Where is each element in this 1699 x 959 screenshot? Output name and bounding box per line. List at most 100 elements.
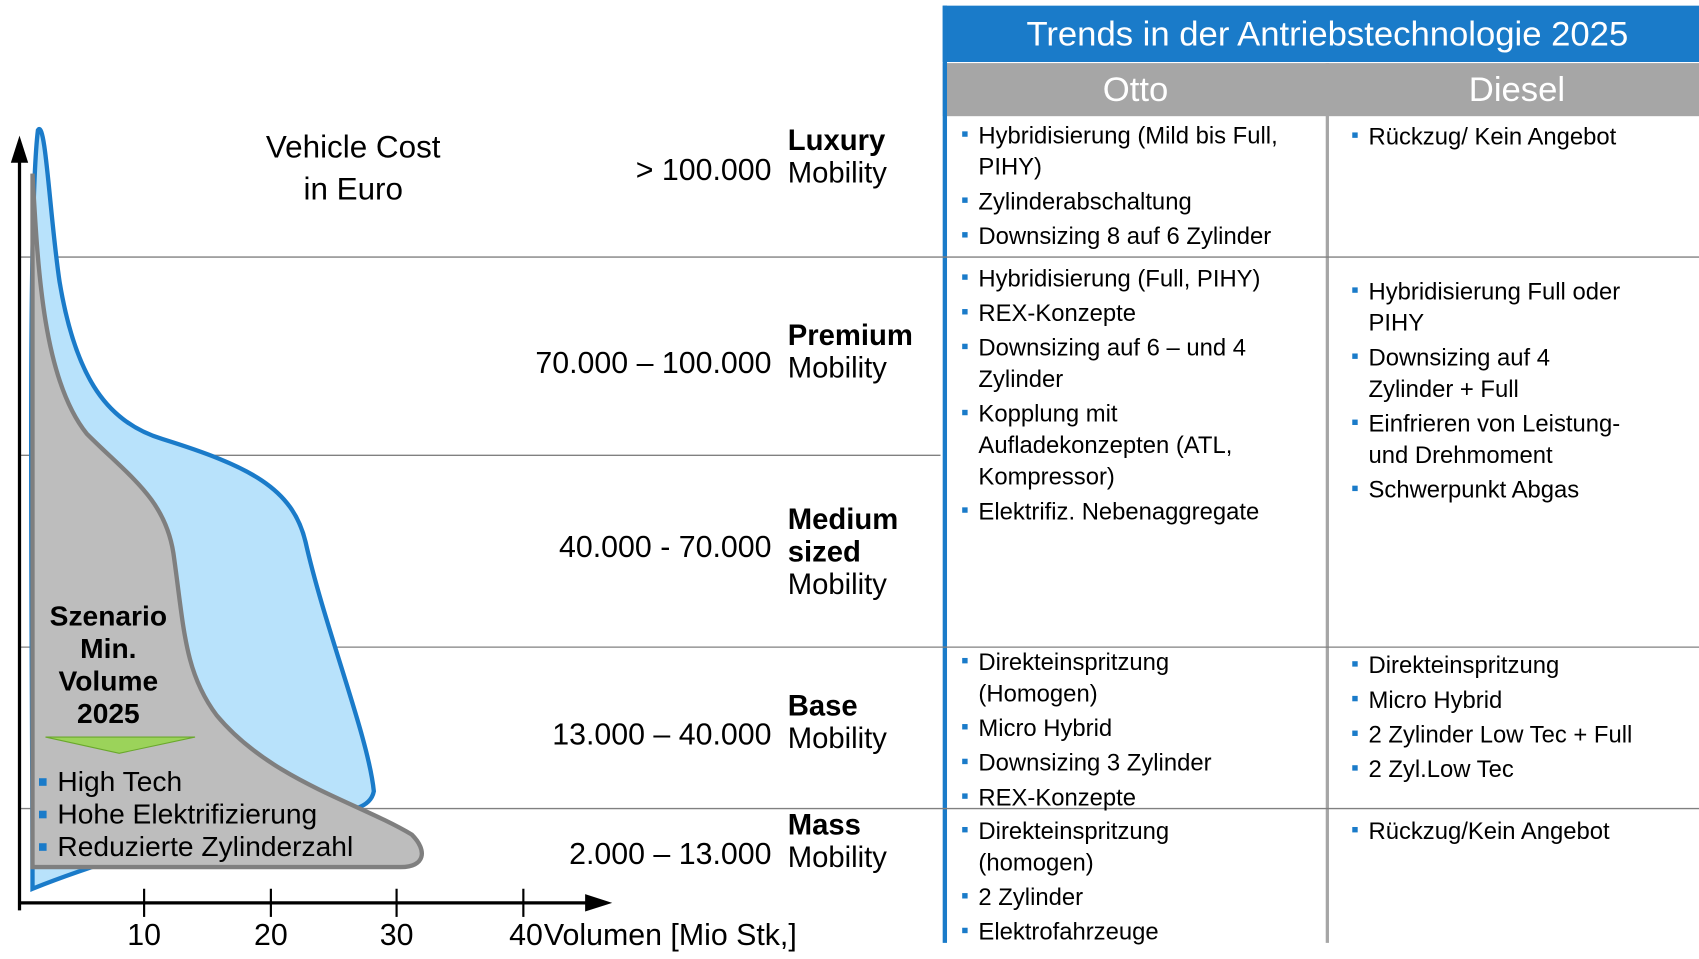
bullet-marker — [1352, 132, 1358, 138]
table-bullet: Aufladekonzepten (ATL, — [978, 432, 1232, 459]
bullet-marker — [39, 810, 47, 819]
table-bullet: Elektrifiz. Nebenaggregate — [978, 498, 1259, 525]
segment-name: Medium — [788, 504, 899, 536]
bullet-marker — [1352, 661, 1358, 667]
table-bullet: Downsizing 3 Zylinder — [978, 750, 1211, 777]
segment-name: sized — [788, 537, 861, 569]
x-label: Volumen [Mio Stk,] — [544, 919, 797, 952]
table-bullet: Direkteinspritzung — [1369, 652, 1560, 679]
bullet-marker — [962, 758, 968, 765]
y-label: in Euro — [303, 172, 403, 207]
title: Trends in der Antriebstechnologie 2025 — [1026, 16, 1628, 54]
column-header: Diesel — [1469, 71, 1565, 109]
bullet-marker — [1352, 485, 1358, 492]
table-bullet: Hybridisierung Full oder — [1369, 278, 1621, 305]
bullet-marker — [1352, 765, 1358, 771]
y-label: Vehicle Cost — [266, 129, 441, 164]
bullet-marker — [962, 793, 968, 799]
table-bullet: Zylinder + Full — [1369, 376, 1519, 403]
table-bullet: (homogen) — [978, 849, 1093, 876]
scenario-curve — [30, 173, 424, 870]
table-bullet: (Homogen) — [978, 680, 1097, 707]
bullet-marker — [962, 343, 968, 350]
table-bullet: Hybridisierung (Mild bis Full, — [978, 122, 1277, 149]
table-bullet: Hybridisierung (Full, PIHY) — [978, 265, 1260, 292]
bullet-marker — [962, 893, 968, 899]
table-bullet: PIHY — [1369, 310, 1425, 337]
table-bullet: Micro Hybrid — [1369, 687, 1503, 714]
bullet-marker — [1352, 419, 1358, 425]
x-tick-label: 10 — [127, 919, 161, 952]
segment-price: 13.000 – 40.000 — [552, 719, 771, 752]
segment-price: 2.000 – 13.000 — [569, 838, 771, 871]
bullet-marker — [1352, 287, 1358, 293]
table-bullet: Kopplung mit — [978, 401, 1117, 428]
scenario-bullet: High Tech — [57, 765, 182, 797]
column-header-bar — [942, 63, 1699, 117]
bullet-marker — [962, 131, 968, 137]
scenario-title: Volume — [59, 664, 159, 696]
table-bullet: Direkteinspritzung — [978, 818, 1169, 845]
segment-name: Luxury — [788, 125, 886, 157]
segment-suffix: Mobility — [788, 569, 888, 601]
segment-suffix: Mobility — [788, 842, 888, 874]
bullet-marker — [962, 409, 968, 416]
scenario-title: Szenario — [50, 599, 167, 631]
bullet-marker — [1352, 826, 1358, 833]
scenario-bullet: Hohe Elektrifizierung — [57, 798, 317, 830]
table-bullet: Downsizing 8 auf 6 Zylinder — [978, 223, 1271, 250]
x-tick-label: 20 — [254, 919, 288, 952]
table-bullet: 2 Zyl.Low Tec — [1369, 756, 1514, 783]
bullet-marker — [962, 657, 968, 664]
table-bullet: Downsizing auf 4 — [1369, 344, 1550, 371]
segment-name: Base — [788, 690, 858, 722]
table-bullet: Schwerpunkt Abgas — [1369, 477, 1580, 504]
table-bullet: Kompressor) — [978, 464, 1114, 491]
x-axis-arrow — [585, 894, 613, 912]
y-axis-arrow — [10, 135, 29, 163]
segment-name: Mass — [788, 810, 861, 842]
table-bullet: Elektrofahrzeuge — [978, 919, 1158, 946]
bullet-marker — [962, 274, 968, 280]
bullet-marker — [39, 778, 47, 786]
segment-suffix: Mobility — [788, 723, 888, 755]
bullet-marker — [1352, 695, 1358, 702]
bullet-marker — [962, 232, 968, 238]
table-bullet: Zylinderabschaltung — [978, 188, 1191, 215]
table-bullet: Zylinder — [978, 366, 1063, 393]
table-bullet: REX-Konzepte — [978, 300, 1136, 327]
segment-suffix: Mobility — [788, 352, 888, 384]
table-bullet: PIHY) — [978, 154, 1042, 181]
scenario-title: Min. — [80, 632, 136, 664]
scenario-title: 2025 — [77, 697, 140, 729]
bullet-marker — [39, 843, 47, 851]
table-bullet: und Drehmoment — [1369, 442, 1553, 469]
segment-name: Premium — [788, 320, 913, 352]
bullet-marker — [962, 927, 968, 934]
title-bar — [942, 5, 1699, 63]
table-bullet: Einfrieren von Leistung- — [1369, 410, 1621, 437]
table-bullet: REX-Konzepte — [978, 784, 1136, 811]
scenario-bullet: Reduzierte Zylinderzahl — [57, 830, 353, 862]
segment-price: 70.000 – 100.000 — [535, 347, 771, 380]
x-tick-label: 30 — [380, 919, 414, 952]
bullet-marker — [1352, 730, 1358, 736]
table-bullet: 2 Zylinder Low Tec + Full — [1369, 721, 1633, 748]
table-bullet: 2 Zylinder — [978, 884, 1083, 911]
table-bullet: Rückzug/ Kein Angebot — [1369, 123, 1617, 150]
bullet-marker — [962, 197, 968, 203]
segment-price: > 100.000 — [636, 154, 772, 187]
bullet-marker — [962, 507, 968, 513]
segment-suffix: Mobility — [788, 157, 888, 189]
table-bullet: Rückzug/Kein Angebot — [1369, 818, 1610, 845]
bullet-marker — [962, 309, 968, 315]
scenario-arrow — [45, 736, 196, 754]
bullet-marker — [962, 826, 968, 833]
table-bullet: Direkteinspritzung — [978, 649, 1169, 676]
table-bullet: Downsizing auf 6 – und 4 — [978, 335, 1246, 362]
bullet-marker — [962, 724, 968, 730]
column-header: Otto — [1103, 71, 1169, 109]
x-tick-label: 40 — [509, 919, 543, 952]
bullet-marker — [1352, 353, 1358, 359]
